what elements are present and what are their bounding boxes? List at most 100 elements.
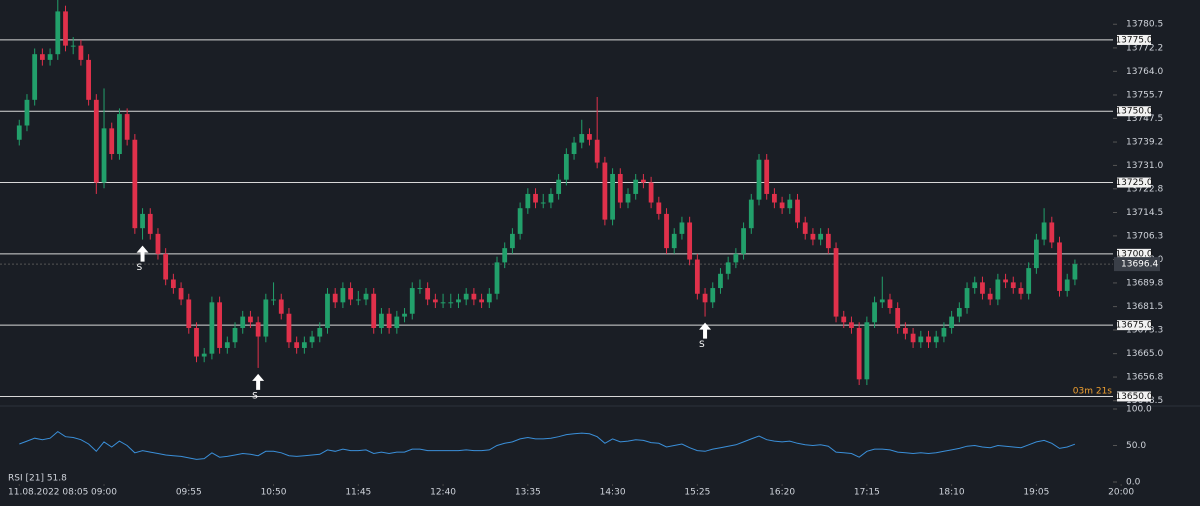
candle-body xyxy=(833,248,839,317)
signal-label: S xyxy=(252,391,258,401)
candle-body xyxy=(117,114,122,155)
candle-body xyxy=(132,139,138,229)
candle-body xyxy=(533,193,538,203)
x-tick-label: 18:10 xyxy=(939,488,965,498)
level-label: 13675.0 xyxy=(1115,321,1152,331)
candle-body xyxy=(710,288,716,303)
candle-body xyxy=(479,299,484,303)
candle-body xyxy=(895,308,901,328)
candle-body xyxy=(163,253,169,280)
candle-body xyxy=(933,336,939,343)
candle-body xyxy=(702,293,708,303)
candle-body xyxy=(656,202,662,214)
candle-body xyxy=(918,336,924,343)
candle-body xyxy=(155,233,161,254)
candle-body xyxy=(687,222,693,260)
candle-body xyxy=(725,262,731,274)
candle-body xyxy=(140,213,145,229)
candle-body xyxy=(301,342,307,348)
candle-body xyxy=(810,233,816,240)
x-tick-label: 17:15 xyxy=(854,488,880,498)
signal-arrow xyxy=(699,322,712,339)
level-badge xyxy=(1117,248,1151,259)
signal-label: S xyxy=(699,340,705,350)
candle-body xyxy=(255,322,261,337)
y-tick-label: 13665.0 xyxy=(1126,349,1163,359)
candle-body xyxy=(571,142,577,155)
candle-body xyxy=(471,293,477,300)
level-label: 13775.0 xyxy=(1115,35,1152,45)
y-tick-label: 13689.8 xyxy=(1126,278,1163,288)
x-tick-label: 09:55 xyxy=(176,488,202,498)
rsi-label: RSI [21] 51.8 xyxy=(8,474,67,484)
candle-body xyxy=(1057,242,1062,291)
candle-body xyxy=(987,293,993,300)
candle-body xyxy=(756,159,762,200)
y-tick-label: 13673.3 xyxy=(1126,325,1163,335)
y-tick-label: 13755.7 xyxy=(1126,90,1163,100)
signal-arrow xyxy=(136,245,149,262)
candle-body xyxy=(563,154,569,180)
candle-body xyxy=(856,327,862,380)
candle-body xyxy=(1072,264,1078,280)
candle-body xyxy=(556,179,562,194)
candle-body xyxy=(24,99,30,126)
level-badge xyxy=(1117,391,1151,402)
candle-body xyxy=(517,208,523,234)
candle-body xyxy=(386,313,392,328)
candle-body xyxy=(579,134,585,143)
x-tick-label: 16:20 xyxy=(769,488,795,498)
candle-body xyxy=(201,353,207,357)
signal-arrow xyxy=(252,373,265,390)
candle-body xyxy=(818,233,824,240)
y-tick-label: 13772.2 xyxy=(1126,43,1163,53)
rsi-line xyxy=(19,430,1076,460)
candle-body xyxy=(78,45,84,60)
candle-body xyxy=(363,293,369,300)
candle-body xyxy=(610,173,615,220)
candle-body xyxy=(325,293,330,328)
candle-body xyxy=(802,222,808,234)
candle-body xyxy=(617,173,623,203)
candle-body xyxy=(872,302,877,323)
candle-body xyxy=(972,282,978,289)
candle-body xyxy=(63,11,68,46)
candle-body xyxy=(1018,288,1024,294)
candle-body xyxy=(456,299,461,303)
candle-body xyxy=(795,199,800,223)
y-tick-label: 13706.3 xyxy=(1126,231,1163,241)
candle-body xyxy=(741,228,746,254)
candle-body xyxy=(748,199,754,229)
candle-body xyxy=(879,299,885,303)
candle-body xyxy=(633,179,639,194)
candle-body xyxy=(32,54,38,100)
candle-body xyxy=(587,134,592,140)
candle-body xyxy=(1033,239,1039,269)
x-tick-label: 13:35 xyxy=(515,488,541,498)
x-tick-label: 10:50 xyxy=(261,488,287,498)
candle-body xyxy=(432,299,438,303)
candle-body xyxy=(340,288,346,303)
candle-body xyxy=(317,327,323,337)
candle-body xyxy=(486,293,492,303)
candle-body xyxy=(348,288,353,300)
candle-body xyxy=(86,59,92,100)
candle-body xyxy=(240,316,246,328)
candle-body xyxy=(178,288,184,300)
candle-body xyxy=(841,316,847,323)
candle-body xyxy=(194,327,199,357)
candle-body xyxy=(379,313,384,328)
candle-body xyxy=(109,128,115,155)
candle-body xyxy=(409,288,415,314)
candle-body xyxy=(772,193,777,203)
candle-body xyxy=(525,193,531,209)
candle-body xyxy=(502,248,508,263)
y-tick-label: 13731.0 xyxy=(1126,161,1163,171)
candle-body xyxy=(995,279,1001,300)
candle-body xyxy=(494,262,500,294)
candle-body xyxy=(671,233,677,249)
candle-body xyxy=(294,342,300,348)
candle-body xyxy=(625,193,631,203)
candle-body xyxy=(949,316,955,328)
